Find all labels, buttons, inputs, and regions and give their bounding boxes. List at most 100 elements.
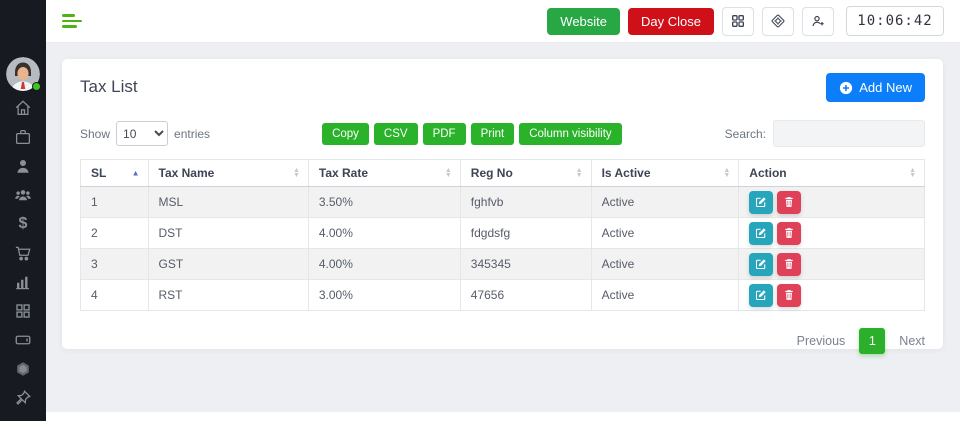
- avatar-image: [6, 57, 40, 91]
- website-button[interactable]: Website: [547, 7, 621, 35]
- column-header-action[interactable]: Action ▲ ▼: [738, 159, 925, 187]
- topbar: Website Day Close 10:06:42: [46, 0, 960, 43]
- trash-icon: [785, 228, 794, 238]
- home-icon[interactable]: [13, 99, 33, 117]
- search-input[interactable]: [773, 120, 925, 147]
- cell-sl: 4: [80, 279, 149, 311]
- column-header-tax-name[interactable]: Tax Name ▲ ▼: [147, 159, 309, 187]
- tablet-icon[interactable]: [13, 331, 33, 349]
- sort-neutral-icon: ▲ ▼: [909, 167, 916, 179]
- cell-tax-name: RST: [147, 279, 309, 311]
- add-new-label: Add New: [859, 80, 912, 95]
- day-close-button[interactable]: Day Close: [628, 7, 714, 35]
- sort-ascending-icon: ▲: [131, 168, 140, 178]
- cell-tax-rate: 3.00%: [307, 279, 461, 311]
- cell-tax-name: DST: [147, 217, 309, 249]
- card-header: Tax List Add New: [80, 73, 925, 102]
- column-label: Is Active: [601, 166, 651, 180]
- bar-chart-icon[interactable]: [13, 273, 33, 291]
- apps-grid-icon[interactable]: [13, 302, 33, 320]
- cell-sl: 1: [80, 186, 149, 218]
- delete-button[interactable]: [777, 221, 802, 245]
- table-controls: Show 10 entries Copy CSV PDF Print Column vi…: [80, 120, 925, 147]
- users-group-icon[interactable]: [13, 186, 33, 204]
- column-header-is-active[interactable]: Is Active ▲ ▼: [590, 159, 740, 187]
- column-label: SL: [91, 166, 107, 180]
- export-button-pdf[interactable]: PDF: [422, 122, 466, 145]
- briefcase-icon[interactable]: [13, 128, 33, 146]
- edit-pencil-icon: [756, 290, 766, 301]
- delete-button[interactable]: [777, 283, 802, 307]
- export-buttons: Copy CSV PDF Print Column visibility: [322, 122, 622, 145]
- cell-tax-rate: 4.00%: [307, 217, 461, 249]
- hexagon-icon[interactable]: [13, 360, 33, 378]
- main-area: Website Day Close 10:06:42 Tax List Ad: [46, 0, 960, 421]
- cell-reg-no: fdgdsfg: [459, 217, 592, 249]
- pin-icon[interactable]: [13, 389, 33, 407]
- edit-pencil-icon: [756, 228, 766, 239]
- column-header-tax-rate[interactable]: Tax Rate ▲ ▼: [307, 159, 461, 187]
- edit-button[interactable]: [749, 252, 774, 276]
- trash-icon: [785, 259, 794, 269]
- sidebar: $: [0, 0, 46, 421]
- digital-clock: 10:06:42: [846, 6, 944, 36]
- column-label: Tax Name: [158, 166, 215, 180]
- trash-icon: [785, 197, 794, 207]
- cart-icon[interactable]: [13, 244, 33, 262]
- add-user-icon[interactable]: [802, 6, 834, 36]
- delete-button[interactable]: [777, 252, 802, 276]
- grid-icon[interactable]: [722, 6, 754, 36]
- sidebar-nav: $: [13, 99, 33, 419]
- scan-target-icon[interactable]: [762, 6, 794, 36]
- footer-strip: [46, 412, 960, 421]
- cell-is-active: Active: [590, 279, 740, 311]
- cell-tax-name: MSL: [147, 186, 309, 218]
- delete-button[interactable]: [777, 190, 802, 214]
- export-button-column-visibility[interactable]: Column visibility: [519, 122, 622, 145]
- cell-is-active: Active: [590, 217, 740, 249]
- avatar[interactable]: [6, 57, 41, 91]
- topbar-actions: Website Day Close 10:06:42: [547, 6, 944, 36]
- export-button-print[interactable]: Print: [470, 122, 515, 145]
- pagination-previous[interactable]: Previous: [796, 334, 846, 348]
- export-button-csv[interactable]: CSV: [373, 122, 418, 145]
- page-title: Tax List: [80, 77, 138, 96]
- column-label: Tax Rate: [318, 166, 369, 180]
- column-header-reg-no[interactable]: Reg No ▲ ▼: [459, 159, 592, 187]
- edit-button[interactable]: [749, 221, 774, 245]
- edit-button[interactable]: [749, 190, 774, 214]
- column-label: Action: [749, 166, 787, 180]
- cell-action: [738, 217, 925, 249]
- column-header-sl[interactable]: SL ▲: [80, 159, 149, 187]
- pagination-next[interactable]: Next: [899, 334, 925, 348]
- page-length-select[interactable]: 10: [116, 121, 169, 146]
- plus-circle-icon: [840, 81, 853, 94]
- entries-label: entries: [174, 126, 211, 141]
- cell-is-active: Active: [590, 248, 740, 280]
- edit-button[interactable]: [749, 283, 774, 307]
- trash-icon: [785, 290, 794, 300]
- page-length-control: Show 10 entries: [80, 121, 210, 146]
- user-icon[interactable]: [13, 157, 33, 175]
- sort-neutral-icon: ▲ ▼: [292, 167, 300, 179]
- add-new-button[interactable]: Add New: [826, 73, 925, 102]
- pagination-page-1[interactable]: 1: [859, 328, 886, 354]
- dollar-icon[interactable]: $: [18, 215, 28, 232]
- table-row: 1 MSL 3.50% fghfvb Active: [80, 186, 925, 218]
- table-row: 3 GST 4.00% 345345 Active: [80, 248, 925, 280]
- edit-pencil-icon: [756, 259, 766, 270]
- sort-neutral-icon: ▲ ▼: [444, 167, 452, 179]
- cell-sl: 3: [80, 248, 149, 280]
- table-row: 2 DST 4.00% fdgdsfg Active: [80, 217, 925, 249]
- cell-action: [738, 248, 925, 280]
- column-label: Reg No: [470, 166, 513, 180]
- export-button-copy[interactable]: Copy: [322, 122, 369, 145]
- show-label: Show: [80, 126, 111, 141]
- cell-tax-rate: 4.00%: [307, 248, 461, 280]
- cell-reg-no: 345345: [459, 248, 592, 280]
- content-area: Tax List Add New Show 10 entries Copy CSV…: [46, 43, 960, 412]
- cell-reg-no: 47656: [459, 279, 592, 311]
- table-row: 4 RST 3.00% 47656 Active: [80, 279, 925, 311]
- hamburger-menu-icon[interactable]: [62, 14, 82, 28]
- online-status-dot: [32, 82, 41, 91]
